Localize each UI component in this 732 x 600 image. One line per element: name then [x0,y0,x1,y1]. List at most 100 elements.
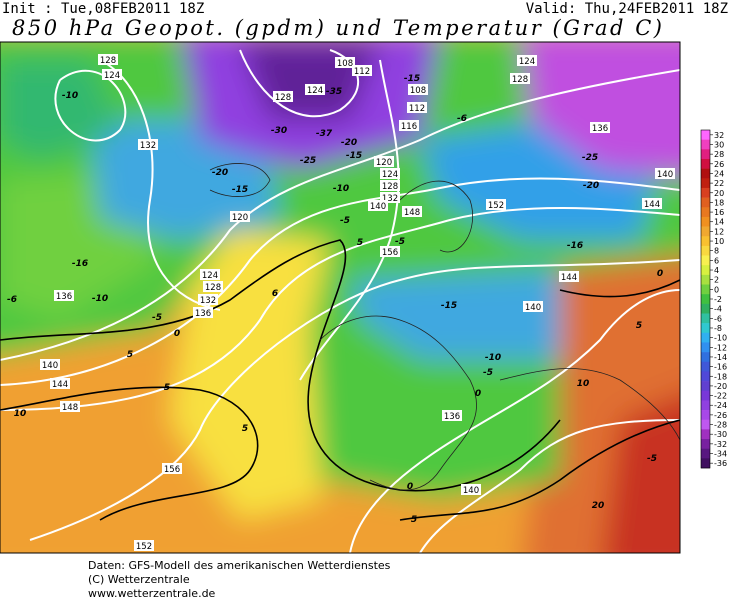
colorbar-label: 2 [714,276,719,285]
colorbar-label: 8 [714,247,719,256]
geopotential-label-bg [352,65,372,76]
geopotential-label: 140 [525,303,541,313]
geopotential-label: 144 [52,380,68,390]
colorbar-label: 6 [714,256,719,265]
temperature-label: -5 [647,454,657,464]
colorbar-label: -34 [714,450,727,459]
geopotential-label-bg [442,410,462,421]
geopotential-label: 124 [104,71,120,81]
geopotential-label: 112 [409,104,425,114]
geopotential-label-bg [60,401,80,412]
geopotential-label-bg [517,55,537,66]
colorbar-label: -24 [714,401,727,410]
coastlines [209,163,680,491]
temperature-label: 10 [577,379,590,389]
temperature-label: -16 [567,241,583,251]
colorbar-swatch [701,390,710,401]
colorbar-swatch [701,197,710,208]
geopotential-label: 132 [200,296,216,306]
valid-time: Valid: Thu,24FEB2011 18Z [526,1,728,17]
map-title: 850 hPa Geopot. (gpdm) und Temperatur (G… [12,16,662,40]
geopotential-label: 136 [444,412,460,422]
temperature-label: -37 [316,129,333,139]
temperature-label: -6 [7,295,17,305]
geopotential-label-bg [407,102,427,113]
colorbar-swatch [701,139,710,150]
temperature-label: 0 [657,269,663,279]
footer-source: Daten: GFS-Modell des amerikanischen Wet… [88,559,391,572]
colorbar-swatch [701,332,710,343]
colorbar-swatch [701,352,710,363]
geopotential-label-bg [374,156,394,167]
temperature-label: -5 [340,216,350,226]
colorbar-swatch [701,419,710,430]
temperature-label: -5 [395,237,405,247]
colorbar-label: 32 [714,131,724,140]
geopotential-label-bg [402,206,422,217]
geopotential-label: 112 [354,67,370,77]
colorbar-label: -14 [714,353,727,362]
geopotential-label-bg [486,199,506,210]
temperature-label: -20 [212,168,228,178]
geopotential-label-bg [102,69,122,80]
geopotential-label-bg [368,200,388,211]
footer-copyright: (C) Wetterzentrale [88,573,190,586]
geopotential-label: 152 [136,542,152,552]
geopotential-label-bg [273,91,293,102]
colorbar-label: 0 [714,285,719,294]
geopotential-label-bg [98,54,118,65]
geopotential-label-bg [380,246,400,257]
geopotential-label-bg [50,378,70,389]
colorbar-swatch [701,381,710,392]
geopotential-label: 128 [512,75,528,85]
geopotential-label: 140 [463,486,479,496]
temperature-label: -6 [457,114,467,124]
geopotential-label: 124 [519,57,535,67]
colorbar-swatch [701,216,710,227]
geopotential-label-bg [230,211,250,222]
geopotential-label-bg [193,307,213,318]
geopotential-label-bg [590,122,610,133]
temperature-label: -15 [346,151,362,161]
colorbar-swatch [701,226,710,237]
geopotential-label: 156 [382,248,398,258]
temperature-label: -30 [271,126,287,136]
geopotential-label: 128 [382,182,398,192]
colorbar-label: 28 [714,150,724,159]
colorbar-swatch [701,313,710,324]
colorbar-label: -10 [714,334,727,343]
geopotential-label: 132 [382,194,398,204]
geopotential-label: 124 [202,271,218,281]
geopotential-label: 116 [401,122,417,132]
colorbar-swatch [701,400,710,411]
temperature-label: 6 [272,289,278,299]
geopotential-label: 148 [404,208,420,218]
colorbar-label: 16 [714,208,724,217]
isoline-labels: 128 124 132 124 128 132 136 136 140 144 148 156 152 1… [7,54,675,552]
geopotential-label: 108 [410,86,426,96]
init-time: Init : Tue,08FEB2011 18Z [2,1,204,17]
temperature-label: 5 [357,238,363,248]
colorbar-swatch [701,371,710,382]
geopotential-label-bg [655,168,675,179]
map-frame [0,41,681,554]
colorbar-label: -18 [714,372,727,381]
geopotential-label-bg [200,269,220,280]
colorbar-swatch [701,448,710,459]
temperature-label: -10 [62,91,78,101]
colorbar-label: -32 [714,440,727,449]
colorbar-label: -8 [714,324,722,333]
colorbar-label: 12 [714,227,724,236]
temperature-label: -25 [582,153,598,163]
geopotential-label-bg [134,540,154,551]
temperature-label: -15 [404,74,420,84]
geopotential-label-bg [380,192,400,203]
colorbar-swatch [701,255,710,266]
colorbar-swatch [701,130,710,140]
temperature-label: -5 [483,368,493,378]
colorbar-label: -20 [714,382,727,391]
colorbar-swatch [701,236,710,247]
colorbar-swatch [701,187,710,198]
colorbar-label: -36 [714,459,727,468]
colorbar-label: -2 [714,295,722,304]
